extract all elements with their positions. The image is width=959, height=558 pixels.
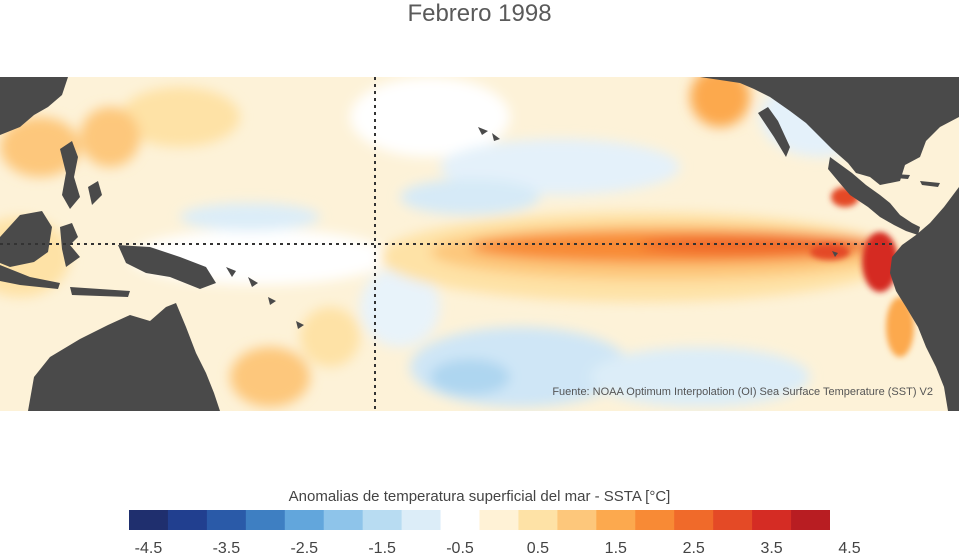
colorbar-tick-label: -3.5 [212, 540, 241, 557]
colorbar-swatch [129, 510, 169, 530]
colorbar-swatch [362, 510, 403, 530]
colorbar-swatch [167, 510, 208, 530]
colorbar-tick-label: 3.5 [760, 540, 783, 557]
colorbar-swatch [791, 510, 830, 530]
colorbar-title: Anomalias de temperatura superficial del… [288, 488, 671, 505]
source-attribution: Fuente: NOAA Optimum Interpolation (OI) … [552, 386, 933, 398]
colorbar-tick-label: -1.5 [368, 540, 396, 557]
colorbar-swatch [284, 510, 325, 530]
colorbar-swatch [518, 510, 558, 530]
colorbar-swatch [479, 510, 519, 530]
colorbar-tick-label: 4.5 [838, 540, 861, 557]
colorbar-swatch [440, 510, 480, 530]
colorbar-swatch [245, 510, 286, 530]
colorbar-swatch [635, 510, 675, 530]
colorbar-tick-label: -2.5 [290, 540, 319, 557]
colorbar-swatch [752, 510, 792, 530]
colorbar [129, 510, 830, 530]
colorbar-swatch [401, 510, 442, 530]
colorbar-swatch [557, 510, 597, 530]
anomaly-peaks [810, 187, 914, 357]
colorbar-tick-label: 0.5 [526, 540, 550, 557]
reference-lines [0, 77, 895, 411]
colorbar-swatch [596, 510, 636, 530]
sst-anomaly-map [0, 77, 959, 411]
colorbar-swatch [323, 510, 364, 530]
colorbar-tick-label: -0.5 [446, 540, 474, 557]
colorbar-tick-label: -4.5 [134, 540, 163, 557]
colorbar-swatch [674, 510, 714, 530]
colorbar-tick-label: 1.5 [604, 540, 627, 557]
land-masses [0, 77, 959, 411]
map-title: Febrero 1998 [407, 0, 552, 27]
colorbar-tick-label: 2.5 [682, 540, 705, 557]
colorbar-swatch [206, 510, 247, 530]
colorbar-swatch [713, 510, 753, 530]
